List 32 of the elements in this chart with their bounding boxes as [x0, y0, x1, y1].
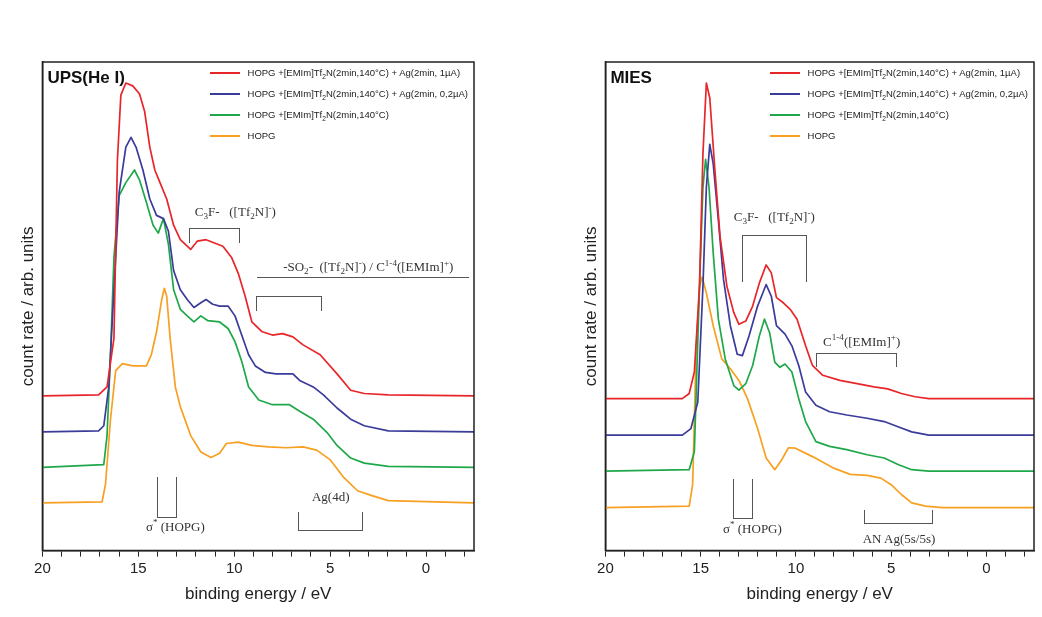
y-axis-title: count rate / arb. units: [17, 226, 37, 387]
x-axis-title: binding energy / eV: [746, 584, 894, 604]
x-tick-label: 0: [421, 558, 431, 576]
annotation: C$^{1-4}$([EMIm]$^{+}$): [823, 332, 901, 351]
chart-title: UPS(He I): [47, 68, 125, 88]
x-axis-title: binding energy / eV: [184, 584, 333, 604]
legend-label: HOPG +[EMIm]Tf$_{2}$N(2min,140°C) + Ag(2min, 0,2µA): [246, 86, 468, 103]
legend-label: HOPG +[EMIm]Tf$_{2}$N(2min,140°C): [806, 107, 950, 124]
legend-label: HOPG: [806, 128, 837, 143]
annotation: C$_{3}$F- ([Tf$_{2}$N]$^{-}$): [733, 207, 815, 227]
annotation: AN Ag(5s/5s): [862, 531, 936, 548]
x-tick-label: 20: [597, 558, 614, 576]
x-tick-label: 0: [982, 558, 991, 576]
annotation: Ag(4d): [311, 488, 350, 505]
chart-title: MIES: [610, 68, 652, 88]
annotation: σ$^{*}$ (HOPG): [145, 517, 205, 535]
y-axis-title: count rate / arb. units: [580, 226, 600, 387]
annotation: C$_{3}$F- ([Tf$_{2}$N]$^{-}$): [194, 203, 276, 222]
x-tick-label: 5: [886, 558, 896, 576]
x-tick-label: 15: [692, 558, 709, 576]
x-tick-label: 15: [129, 558, 147, 576]
legend-label: HOPG +[EMIm]Tf$_{2}$N(2min,140°C) + Ag(2min, 1µA): [246, 66, 462, 82]
x-tick-label: 10: [225, 558, 243, 576]
legend-label: HOPG +[EMIm]Tf$_{2}$N(2min,140°C) + Ag(2min, 0,2µA): [806, 86, 1028, 103]
annotation: σ$^{*}$ (HOPG): [722, 518, 782, 537]
legend-label: HOPG +[EMIm]Tf$_{2}$N(2min,140°C) + Ag(2min, 1µA): [806, 66, 1022, 82]
text: -SO$_{2}$- ([Tf$_{2}$N]$^{-}$) / C$^{1-4}$([EMIm]$^{+}$): [283, 257, 454, 277]
legend-label: HOPG +[EMIm]Tf$_{2}$N(2min,140°C): [246, 107, 390, 124]
x-tick-label: 20: [34, 558, 51, 576]
legend-label: HOPG: [246, 128, 277, 143]
x-tick-label: 10: [787, 558, 805, 576]
x-tick-label: 5: [325, 558, 335, 576]
